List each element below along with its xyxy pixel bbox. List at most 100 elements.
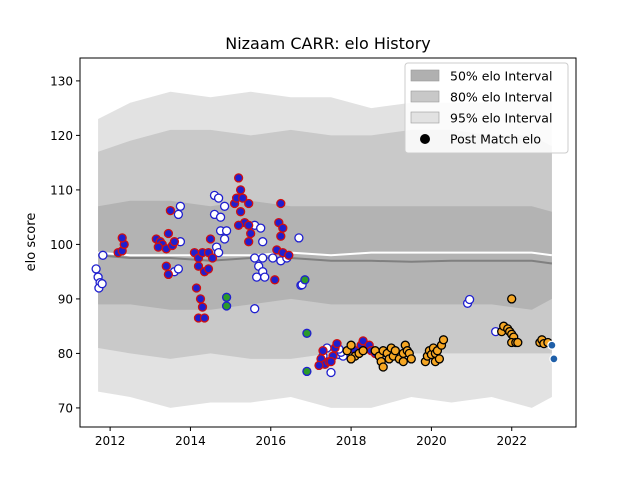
data-point [207,253,218,263]
y-axis: 70 80 90 100 110 120 130 [50,74,80,415]
data-point [244,237,254,247]
data-point [398,356,408,367]
data-point [191,283,202,293]
data-point [250,253,260,263]
median-line [98,251,553,257]
data-point [238,193,248,203]
x-tick-label: 2022 [496,434,527,448]
y-tick-label: 70 [58,401,73,415]
x-axis: 2012 2014 2016 2018 2020 2022 [95,427,527,448]
data-point [507,294,517,304]
data-point [244,220,254,230]
data-point [233,220,244,230]
data-point [197,302,208,312]
x-tick-label: 2016 [255,434,286,448]
data-point [153,242,163,252]
data-point [378,362,388,372]
data-point [256,223,266,233]
data-point [169,237,180,247]
data-point [233,173,244,183]
data-point [318,346,328,356]
data-point [163,228,174,239]
data-point [91,264,101,274]
data-point [219,234,230,244]
legend-label: 50% elo Interval [450,69,552,84]
data-point [235,185,246,195]
mean-line [98,254,553,265]
y-tick-label: 80 [58,347,73,361]
post-match-points [91,173,559,378]
data-point [314,360,324,371]
data-point [98,250,108,260]
data-point [547,340,557,350]
x-tick-label: 2020 [416,434,447,448]
data-point [268,253,278,263]
y-tick-label: 100 [50,238,73,252]
data-point [464,294,475,305]
data-point [213,247,224,258]
legend-marker [420,134,430,144]
data-point [258,253,268,263]
y-axis-label: elo score [24,213,39,272]
x-tick-label: 2018 [336,434,367,448]
interval-bands [98,91,552,408]
data-point [434,354,445,364]
plot-frame [79,57,577,428]
y-tick-label: 130 [50,74,73,88]
data-point [278,223,288,233]
data-point [221,292,232,302]
data-point [165,205,176,216]
data-point [346,340,356,350]
data-point [205,234,216,244]
legend-box [404,62,569,154]
legend-swatch [410,69,440,82]
data-point [203,264,214,274]
data-point [199,313,210,323]
data-point [270,275,280,285]
data-point [97,279,107,289]
data-point [173,264,184,274]
data-point [406,354,416,364]
data-point [284,250,294,260]
data-point [117,233,127,243]
data-point [260,272,270,282]
data-point [300,275,310,285]
data-point [163,269,174,280]
y-tick-label: 110 [50,183,73,197]
data-point [195,294,206,304]
data-point [276,198,286,209]
chart-title: Nizaam CARR: elo History [225,34,431,53]
data-point [358,346,368,356]
data-point [213,193,224,203]
legend-swatch [410,111,440,124]
data-point [175,201,186,211]
y-tick-label: 120 [50,129,73,143]
central-lines [98,251,553,265]
data-point [438,335,449,345]
data-point [302,366,312,377]
legend: 50% elo Interval 80% elo Interval 95% elo … [404,62,569,154]
legend-swatch [410,90,440,103]
data-point [161,261,171,271]
data-point [258,237,268,247]
data-point [221,301,232,311]
data-point [173,209,184,220]
data-point [549,354,559,364]
data-point [250,304,260,314]
legend-label: Post Match elo [450,132,541,147]
data-point [326,356,336,367]
data-point [326,367,336,378]
data-point [246,228,256,239]
x-tick-label: 2012 [95,434,126,448]
data-point [294,233,304,243]
data-point [219,201,230,211]
legend-label: 80% elo Interval [450,90,552,105]
legend-label: 95% elo Interval [450,111,552,126]
data-point [332,338,342,349]
x-tick-label: 2014 [175,434,206,448]
data-point [244,198,254,209]
data-point [215,212,226,222]
data-point [513,337,523,348]
data-point [358,336,368,346]
